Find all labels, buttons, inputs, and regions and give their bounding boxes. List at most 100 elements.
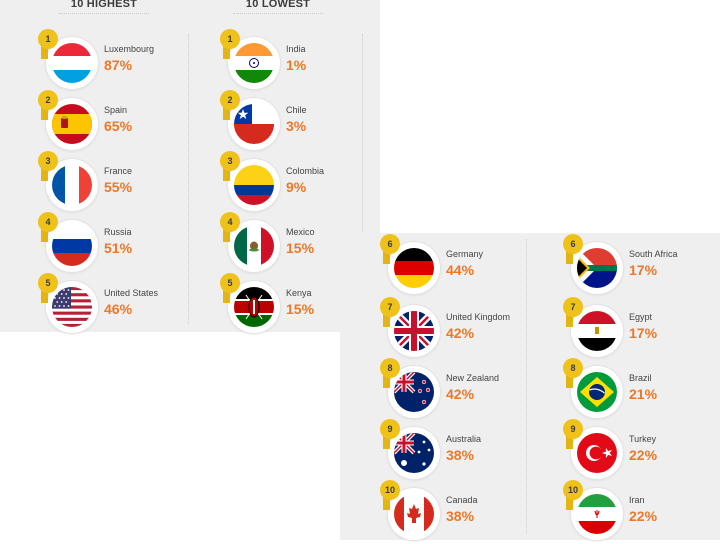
rank-badge: 2 xyxy=(220,90,240,110)
rank-badge: 4 xyxy=(220,212,240,232)
country-name: Australia xyxy=(446,434,482,444)
highest-entry-6: 6 Germany 44% xyxy=(380,234,558,298)
rank-ribbon xyxy=(566,372,573,388)
flag-frame xyxy=(228,37,280,89)
country-name: United Kingdom xyxy=(446,312,511,322)
flag-frame xyxy=(228,98,280,150)
lowest-entry-4: 4 Mexico 15% xyxy=(220,212,398,276)
rank-badge: 3 xyxy=(38,151,58,171)
rank-ribbon xyxy=(223,43,230,59)
rank-ribbon xyxy=(223,287,230,303)
france-flag-icon xyxy=(52,165,92,205)
rank-badge: 5 xyxy=(220,273,240,293)
country-name: Canada xyxy=(446,495,478,505)
rank-badge: 2 xyxy=(38,90,58,110)
colombia-flag-icon xyxy=(234,165,274,205)
rank-badge: 6 xyxy=(563,234,583,254)
top-panel: 10 HIGHEST 10 LOWEST 1 Luxembourg 87% 2 … xyxy=(0,0,380,333)
flag-frame xyxy=(228,159,280,211)
highest-heading: 10 HIGHEST xyxy=(24,0,184,14)
percentage-value: 44% xyxy=(446,262,475,278)
rank-ribbon xyxy=(41,104,48,120)
percentage-value: 42% xyxy=(446,325,475,341)
column-divider xyxy=(188,34,189,324)
kenya-flag-icon xyxy=(234,287,274,327)
lowest-entry-3: 3 Colombia 9% xyxy=(220,151,398,215)
flag-frame xyxy=(571,305,623,357)
rank-badge: 8 xyxy=(380,358,400,378)
chile-flag-icon xyxy=(234,104,274,144)
rank-badge: 9 xyxy=(563,419,583,439)
percentage-value: 3% xyxy=(286,118,307,134)
russia-flag-icon xyxy=(52,226,92,266)
rank-badge: 6 xyxy=(380,234,400,254)
country-name: United States xyxy=(104,288,159,298)
country-name: Luxembourg xyxy=(104,44,155,54)
canada-flag-icon xyxy=(394,494,434,534)
rank-ribbon xyxy=(41,226,48,242)
flag-frame xyxy=(46,220,98,272)
percentage-value: 17% xyxy=(629,262,658,278)
country-name: Brazil xyxy=(629,373,652,383)
highest-entry-1: 1 Luxembourg 87% xyxy=(38,29,216,93)
usa-flag-icon xyxy=(52,287,92,327)
rank-ribbon xyxy=(566,311,573,327)
highest-heading-text: 10 HIGHEST xyxy=(70,0,138,10)
rank-ribbon xyxy=(223,165,230,181)
lowest-entry-8: 8 Brazil 21% xyxy=(563,358,720,422)
country-name: Colombia xyxy=(286,166,325,176)
heading-divider xyxy=(59,13,149,14)
lowest-entry-5: 5 Kenya 15% xyxy=(220,273,398,337)
highest-entry-4: 4 Russia 51% xyxy=(38,212,216,276)
rank-ribbon xyxy=(383,433,390,449)
percentage-value: 9% xyxy=(286,179,307,195)
percentage-value: 21% xyxy=(629,386,658,402)
india-flag-icon xyxy=(234,43,274,83)
flag-frame xyxy=(571,242,623,294)
rank-badge: 10 xyxy=(380,480,400,500)
egypt-flag-icon xyxy=(577,311,617,351)
flag-frame xyxy=(388,488,440,540)
rank-ribbon xyxy=(383,494,390,510)
flag-frame xyxy=(46,159,98,211)
highest-entry-3: 3 France 55% xyxy=(38,151,216,215)
rank-badge: 1 xyxy=(220,29,240,49)
flag-frame xyxy=(388,366,440,418)
mexico-flag-icon xyxy=(234,226,274,266)
highest-entry-7: 7 United Kingdom 42% xyxy=(380,297,558,361)
country-name: Germany xyxy=(446,249,484,259)
rank-badge: 3 xyxy=(220,151,240,171)
percentage-value: 51% xyxy=(104,240,133,256)
country-name: France xyxy=(104,166,133,176)
percentage-value: 38% xyxy=(446,508,475,524)
germany-flag-icon xyxy=(394,248,434,288)
flag-frame xyxy=(46,98,98,150)
percentage-value: 38% xyxy=(446,447,475,463)
country-name: Russia xyxy=(104,227,132,237)
highest-entry-2: 2 Spain 65% xyxy=(38,90,216,154)
turkey-flag-icon xyxy=(577,433,617,473)
rank-ribbon xyxy=(41,287,48,303)
heading-divider xyxy=(233,13,323,14)
rank-ribbon xyxy=(223,226,230,242)
luxembourg-flag-icon xyxy=(52,43,92,83)
rank-badge: 7 xyxy=(380,297,400,317)
highest-entry-10: 10 Canada 38% xyxy=(380,480,558,544)
lowest-entry-1: 1 India 1% xyxy=(220,29,398,93)
country-name: Chile xyxy=(286,105,307,115)
highest-entry-5: 5 United States 46% xyxy=(38,273,216,337)
rank-ribbon xyxy=(383,311,390,327)
rank-ribbon xyxy=(566,433,573,449)
lowest-entry-6: 6 South Africa 17% xyxy=(563,234,720,298)
lowest-entry-2: 2 Chile 3% xyxy=(220,90,398,154)
south-africa-flag-icon xyxy=(577,248,617,288)
country-name: Spain xyxy=(104,105,128,115)
rank-ribbon xyxy=(383,248,390,264)
column-divider xyxy=(362,34,363,324)
percentage-value: 15% xyxy=(286,240,315,256)
country-name: Mexico xyxy=(286,227,315,237)
spain-flag-icon xyxy=(52,104,92,144)
uk-flag-icon xyxy=(394,311,434,351)
percentage-value: 22% xyxy=(629,447,658,463)
percentage-value: 55% xyxy=(104,179,133,195)
